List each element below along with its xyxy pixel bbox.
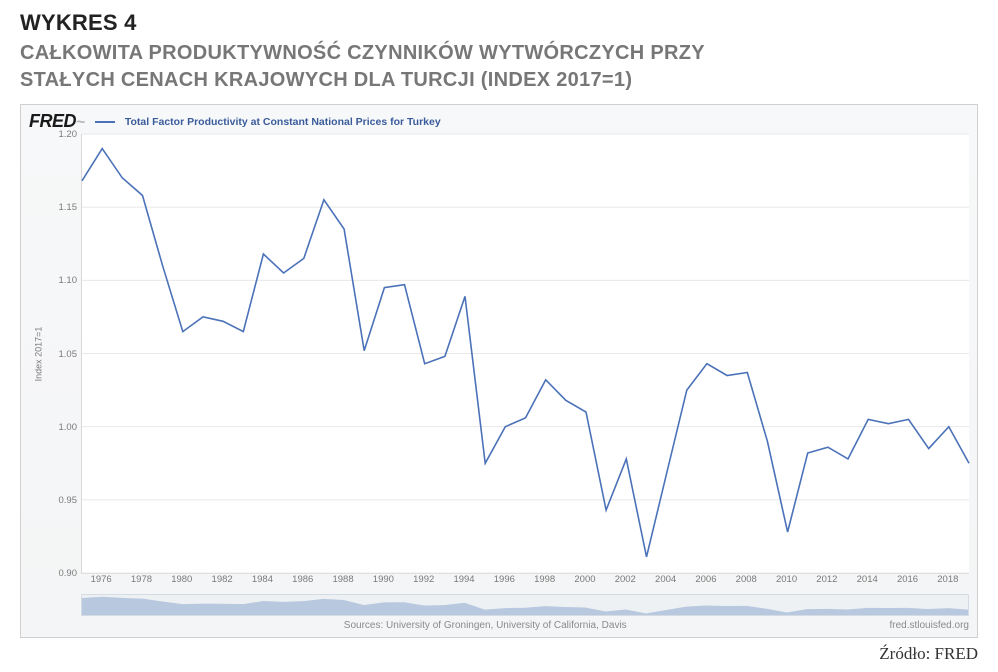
y-tick-label: 0.90	[59, 568, 78, 579]
x-tick-label: 2014	[857, 574, 878, 585]
x-axis-ticks: 1976 1978 1980 1982 1984 1986 1988 1990 1992 1994…	[81, 574, 968, 588]
y-tick-label: 1.05	[59, 349, 78, 360]
x-tick-label: 2000	[574, 574, 595, 585]
x-tick-label: 1982	[212, 574, 233, 585]
x-tick-label: 2004	[655, 574, 676, 585]
x-tick-label: 2018	[937, 574, 958, 585]
plot-area	[81, 134, 969, 574]
x-tick-label: 1976	[91, 574, 112, 585]
caption-source: Źródło: FRED	[20, 644, 978, 664]
x-tick-label: 1996	[494, 574, 515, 585]
x-tick-label: 1986	[292, 574, 313, 585]
x-tick-label: 1978	[131, 574, 152, 585]
chart-frame: FRED~ Total Factor Productivity at Const…	[20, 104, 978, 638]
y-tick-label: 1.00	[59, 422, 78, 433]
chart-sources: Sources: University of Groningen, Univer…	[344, 620, 627, 631]
y-tick-label: 1.20	[59, 129, 78, 140]
x-tick-label: 1992	[413, 574, 434, 585]
x-tick-label: 1980	[171, 574, 192, 585]
x-tick-label: 2008	[736, 574, 757, 585]
x-tick-label: 1988	[332, 574, 353, 585]
x-tick-label: 1998	[534, 574, 555, 585]
x-tick-label: 2012	[816, 574, 837, 585]
x-tick-label: 1994	[453, 574, 474, 585]
y-tick-label: 0.95	[59, 495, 78, 506]
x-tick-label: 2002	[615, 574, 636, 585]
chart-title: CAŁKOWITA PRODUKTYWNOŚĆ CZYNNIKÓW WYTWÓR…	[20, 40, 978, 94]
x-tick-label: 1990	[373, 574, 394, 585]
time-scrub-bar[interactable]	[81, 594, 969, 616]
x-tick-label: 2016	[897, 574, 918, 585]
x-tick-label: 1984	[252, 574, 273, 585]
x-tick-label: 2010	[776, 574, 797, 585]
y-tick-label: 1.10	[59, 275, 78, 286]
y-tick-label: 1.15	[59, 202, 78, 213]
x-tick-label: 2006	[695, 574, 716, 585]
chart-title-line2: STAŁYCH CENACH KRAJOWYCH DLA TURCJI (IND…	[20, 69, 632, 91]
legend-label: Total Factor Productivity at Constant Na…	[125, 116, 441, 128]
chart-kicker: WYKRES 4	[20, 10, 978, 36]
chart-title-line1: CAŁKOWITA PRODUKTYWNOŚĆ CZYNNIKÓW WYTWÓR…	[20, 42, 705, 64]
chart-site: fred.stlouisfed.org	[889, 620, 969, 631]
y-axis-title: Index 2017=1	[29, 134, 47, 574]
y-axis-ticks: 0.900.951.001.051.101.151.20	[47, 134, 81, 573]
legend-swatch	[95, 121, 115, 123]
